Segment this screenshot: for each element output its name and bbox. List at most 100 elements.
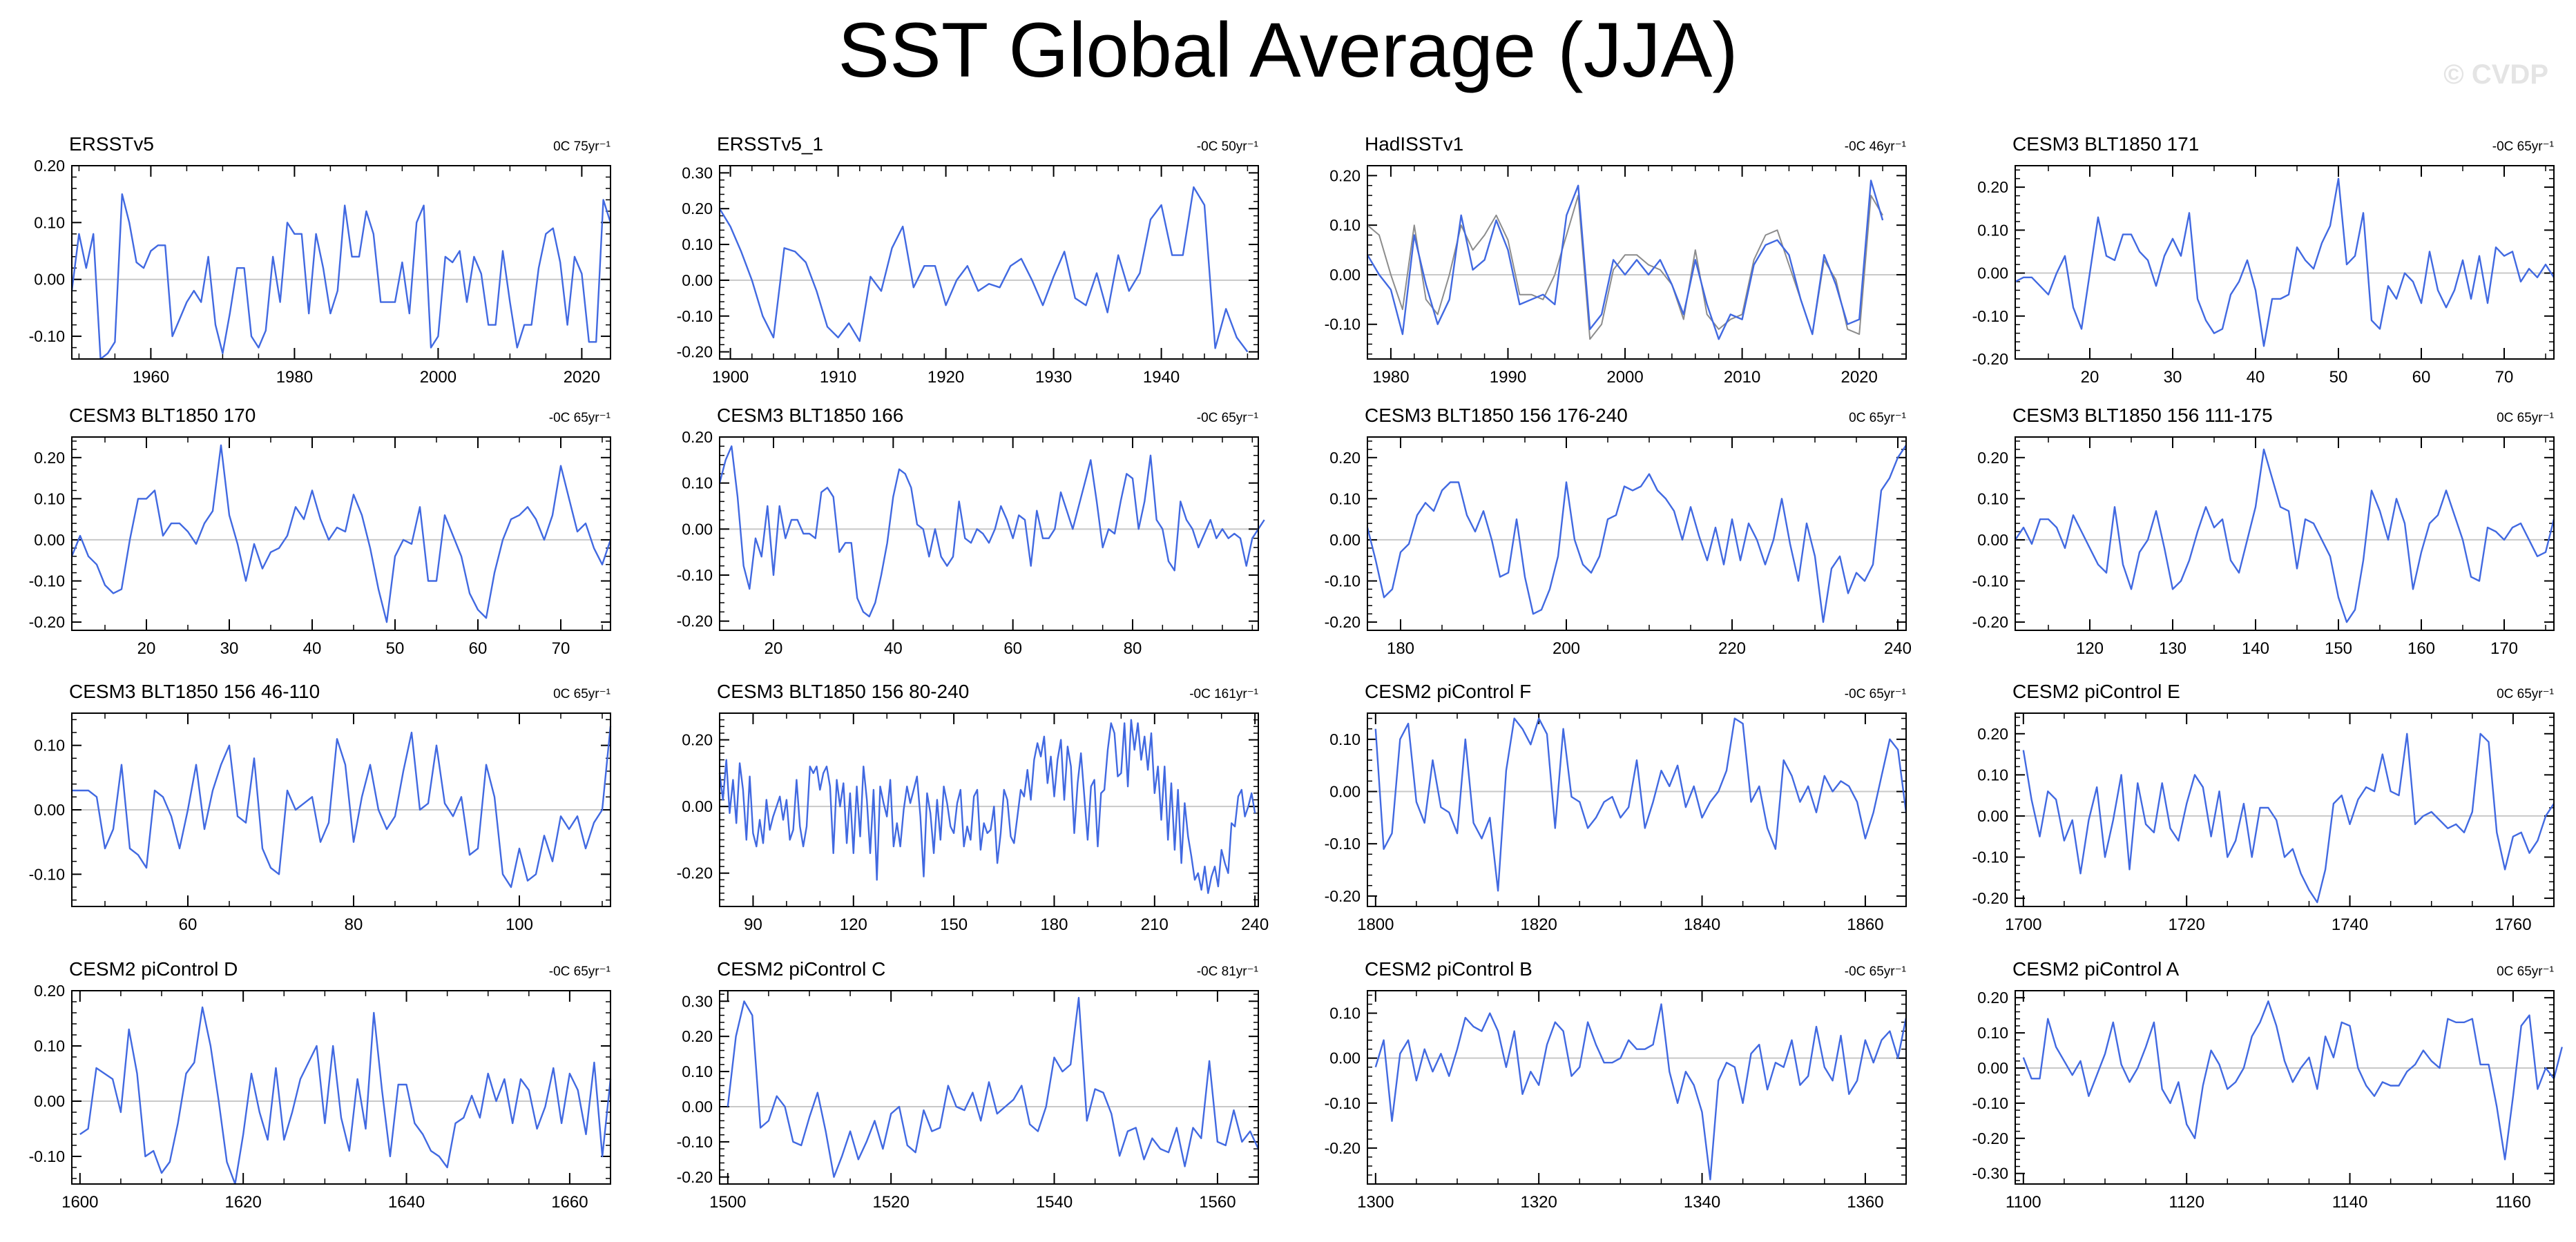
series-line: [718, 719, 1256, 894]
y-tick-label: 0.20: [1977, 178, 2008, 196]
series-line: [2015, 177, 2555, 347]
x-tick-label: 1980: [1372, 368, 1409, 387]
x-tick-label: 2010: [1724, 368, 1760, 387]
x-tick-label: 1980: [276, 368, 313, 387]
y-tick-label: -0.20: [1325, 613, 1361, 631]
y-tick-label: -0.10: [1972, 848, 2008, 866]
x-tick-label: 50: [386, 639, 405, 658]
y-tick-label: 0.30: [682, 164, 713, 182]
y-tick-label: 0.00: [1977, 264, 2008, 282]
y-tick-label: 0.20: [1329, 449, 1361, 467]
y-tick-label: -0.10: [677, 307, 713, 325]
x-tick-label: 1920: [927, 368, 964, 387]
trend-label: 0C 65yr⁻¹: [2497, 964, 2554, 979]
x-tick-label: 1640: [388, 1193, 425, 1212]
series-line: [1374, 717, 1907, 892]
x-tick-label: 20: [765, 639, 783, 658]
y-tick-label: 0.20: [34, 449, 65, 467]
panel-title: CESM2 piControl D: [69, 958, 238, 980]
y-tick-label: 0.20: [682, 200, 713, 217]
x-tick-label: 1800: [1357, 915, 1394, 934]
x-tick-label: 2000: [1606, 368, 1643, 387]
plot-frame: [719, 436, 1259, 631]
y-tick-label: 0.00: [1329, 531, 1361, 549]
y-tick-label: 0.20: [1977, 449, 2008, 467]
x-tick-label: 1620: [224, 1193, 261, 1212]
x-tick-label: 1500: [709, 1193, 746, 1212]
plot-frame: [2015, 712, 2555, 907]
x-tick-label: 1140: [2332, 1193, 2368, 1212]
y-tick-label: 0.10: [1329, 1005, 1361, 1022]
x-tick-label: 1120: [2169, 1193, 2204, 1212]
chart-panel: CESM3 BLT1850 170 -0C 65yr⁻¹ 20 30 40 50 60 70 -…: [29, 405, 612, 658]
y-tick-label: -0.20: [1972, 1129, 2008, 1147]
chart-panel: ERSSTv5 0C 75yr⁻¹ 1960 1980 2000 2020 -0.10 0.0…: [29, 133, 612, 387]
y-tick-label: -0.20: [29, 613, 65, 631]
y-tick-label: -0.20: [677, 343, 713, 361]
series-line: [727, 996, 1260, 1178]
trend-label: -0C 161yr⁻¹: [1189, 687, 1258, 701]
x-tick-label: 90: [744, 915, 762, 934]
trend-label: -0C 65yr⁻¹: [1845, 964, 1906, 979]
x-tick-label: 200: [1553, 639, 1580, 658]
y-tick-label: 0.00: [682, 271, 713, 289]
plot-frame: [719, 712, 1259, 907]
y-tick-label: 0.20: [1329, 166, 1361, 184]
y-tick-label: 0.00: [34, 1092, 65, 1110]
y-tick-label: -0.20: [677, 1168, 713, 1186]
x-tick-label: 60: [469, 639, 488, 658]
x-tick-label: 80: [345, 915, 363, 934]
chart-panel: CESM3 BLT1850 166 -0C 65yr⁻¹ 20 40 60 80 -0.20…: [677, 405, 1265, 658]
series-line: [2022, 1000, 2563, 1161]
y-tick-label: 0.00: [1329, 266, 1361, 284]
x-tick-label: 30: [220, 639, 239, 658]
x-tick-label: 240: [1884, 639, 1912, 658]
panel-title: ERSSTv5_1: [717, 133, 823, 155]
y-tick-label: -0.20: [677, 612, 713, 630]
x-tick-label: 1340: [1684, 1193, 1720, 1212]
x-tick-label: 100: [506, 915, 533, 934]
y-tick-label: 0.20: [34, 157, 65, 175]
y-tick-label: 0.10: [1329, 216, 1361, 234]
y-tick-label: 0.00: [1329, 1049, 1361, 1067]
y-tick-label: -0.10: [29, 1147, 65, 1165]
x-tick-label: 170: [2490, 639, 2518, 658]
reference-series-line: [1367, 195, 1883, 340]
x-tick-label: 140: [2242, 639, 2269, 658]
x-tick-label: 1520: [872, 1193, 909, 1212]
y-tick-label: -0.10: [1325, 1094, 1361, 1112]
series-line: [70, 444, 612, 623]
x-tick-label: 240: [1241, 915, 1269, 934]
panel-title: CESM2 piControl F: [1365, 681, 1531, 702]
chart-panel: CESM2 piControl A 0C 65yr⁻¹ 1100 1120 1140 11…: [1972, 958, 2563, 1212]
plot-frame: [1367, 712, 1907, 907]
chart-panel: CESM3 BLT1850 156 111-175 0C 65yr⁻¹ 120 130…: [1972, 405, 2555, 658]
chart-panel: CESM2 piControl B -0C 65yr⁻¹ 1300 1320 1340 1…: [1325, 958, 1907, 1212]
plot-frame: [71, 165, 611, 360]
plot-frame: [2015, 436, 2555, 631]
series-line: [70, 193, 612, 360]
y-tick-label: 0.20: [682, 731, 713, 749]
x-tick-label: 1820: [1520, 915, 1557, 934]
x-tick-label: 2000: [420, 368, 456, 387]
x-tick-label: 1840: [1684, 915, 1720, 934]
plot-frame: [719, 990, 1259, 1185]
y-tick-label: -0.20: [1972, 889, 2008, 907]
x-tick-label: 1540: [1036, 1193, 1073, 1212]
x-tick-label: 20: [2081, 368, 2099, 387]
panel-title: CESM3 BLT1850 156 80-240: [717, 681, 969, 702]
trend-label: -0C 50yr⁻¹: [1197, 139, 1258, 154]
trend-label: -0C 65yr⁻¹: [1197, 411, 1258, 425]
chart-panel: CESM3 BLT1850 156 176-240 0C 65yr⁻¹ 180 200…: [1325, 405, 1912, 658]
trend-label: 0C 65yr⁻¹: [2497, 411, 2554, 425]
x-tick-label: 1740: [2332, 915, 2368, 934]
trend-label: 0C 65yr⁻¹: [553, 687, 611, 701]
x-tick-label: 1960: [133, 368, 169, 387]
y-tick-label: 0.00: [34, 271, 65, 289]
y-tick-label: 0.10: [682, 1063, 713, 1080]
y-tick-label: 0.10: [1977, 221, 2008, 239]
plot-frame: [2015, 990, 2555, 1185]
chart-panel: ERSSTv5_1 -0C 50yr⁻¹ 1900 1910 1920 1930 1940 -…: [677, 133, 1259, 387]
chart-panel: CESM2 piControl C -0C 81yr⁻¹ 1500 1520 1540 1…: [677, 958, 1260, 1212]
trend-label: -0C 65yr⁻¹: [2492, 139, 2554, 154]
